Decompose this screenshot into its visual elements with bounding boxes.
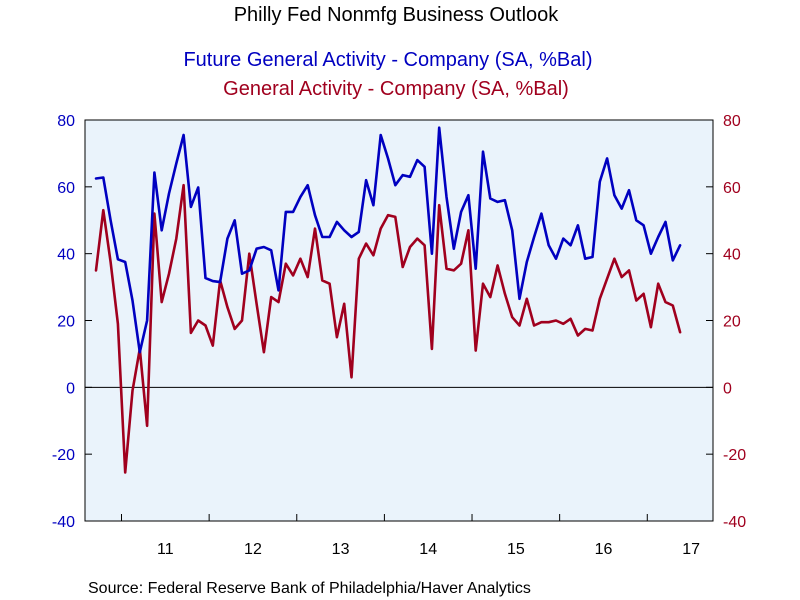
right-tick-label: -20 (723, 447, 746, 464)
right-tick-label: 20 (723, 314, 741, 331)
series-line-general-activity (94, 183, 682, 474)
right-axis: 80 60 40 20 0 -20 -40 (706, 113, 746, 531)
left-tick-label: -20 (52, 447, 75, 464)
x-tick-label: 13 (332, 541, 350, 558)
right-tick-label: -40 (723, 514, 746, 531)
source-note: Source: Federal Reserve Bank of Philadel… (88, 580, 531, 597)
x-tick-label: 12 (244, 541, 262, 558)
legend-future-general-activity: Future General Activity - Company (SA, %… (183, 49, 592, 71)
left-tick-label: 0 (66, 380, 75, 397)
right-tick-label: 0 (723, 380, 732, 397)
left-tick-label: 60 (57, 180, 75, 197)
series-line-future-general-activity (94, 126, 682, 354)
x-tick-label: 16 (595, 541, 613, 558)
right-tick-label: 80 (723, 113, 741, 130)
left-tick-label: -40 (52, 514, 75, 531)
legend-general-activity: General Activity - Company (SA, %Bal) (223, 78, 569, 100)
x-tick-label: 17 (682, 541, 700, 558)
x-tick-label: 11 (157, 541, 174, 558)
x-tick-label: 14 (419, 541, 437, 558)
series-lines (94, 126, 682, 474)
x-tick-label: 15 (507, 541, 525, 558)
left-tick-label: 80 (57, 113, 75, 130)
x-axis: 11 12 13 14 15 16 17 (121, 514, 700, 558)
left-tick-label: 40 (57, 247, 75, 264)
right-tick-label: 60 (723, 180, 741, 197)
left-axis: 80 60 40 20 0 -20 -40 (52, 113, 92, 531)
left-tick-label: 20 (57, 314, 75, 331)
chart-title: Philly Fed Nonmfg Business Outlook (234, 4, 560, 26)
right-tick-label: 40 (723, 247, 741, 264)
